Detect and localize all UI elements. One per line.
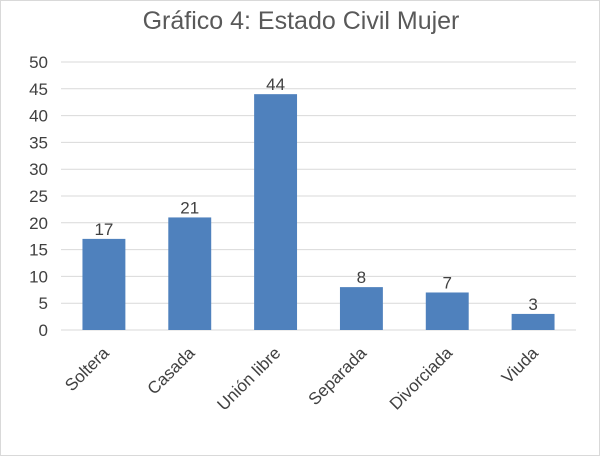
x-category-label: Divorciada bbox=[386, 343, 457, 414]
x-category-label: Casada bbox=[144, 343, 199, 398]
bar-casada bbox=[168, 217, 212, 330]
y-axis-ticks: 0 5 10 15 20 25 30 35 40 45 50 bbox=[29, 53, 48, 340]
y-tick-label: 25 bbox=[29, 187, 48, 206]
y-tick-label: 30 bbox=[29, 160, 48, 179]
data-label: 3 bbox=[528, 295, 537, 314]
bar-soltera bbox=[82, 238, 126, 330]
y-tick-label: 45 bbox=[29, 80, 48, 99]
data-label: 21 bbox=[180, 198, 199, 217]
bar-unión-libre bbox=[254, 94, 298, 330]
data-label: 8 bbox=[357, 268, 366, 287]
bar-viuda bbox=[511, 313, 555, 330]
data-label: 44 bbox=[266, 75, 285, 94]
y-tick-label: 5 bbox=[39, 294, 48, 313]
gridlines bbox=[61, 61, 576, 331]
data-label: 17 bbox=[94, 220, 113, 239]
y-tick-label: 35 bbox=[29, 133, 48, 152]
x-category-label: Unión libre bbox=[214, 343, 285, 414]
bar-separada bbox=[339, 287, 383, 330]
y-tick-label: 10 bbox=[29, 267, 48, 286]
y-tick-label: 0 bbox=[39, 321, 48, 340]
bar-divorciada bbox=[425, 292, 469, 330]
x-category-label: Viuda bbox=[498, 343, 542, 387]
x-category-label: Separada bbox=[305, 343, 371, 409]
bars bbox=[82, 94, 555, 330]
data-labels: 17 21 44 8 7 3 bbox=[94, 75, 537, 314]
chart-title: Gráfico 4: Estado Civil Mujer bbox=[143, 7, 460, 35]
y-tick-label: 40 bbox=[29, 107, 48, 126]
y-tick-label: 50 bbox=[29, 53, 48, 72]
y-tick-label: 15 bbox=[29, 241, 48, 260]
x-category-label: Soltera bbox=[61, 343, 113, 395]
y-tick-label: 20 bbox=[29, 214, 48, 233]
data-label: 7 bbox=[443, 273, 452, 292]
x-axis-categories: Soltera Casada Unión libre Separada Divorcia… bbox=[61, 343, 542, 414]
